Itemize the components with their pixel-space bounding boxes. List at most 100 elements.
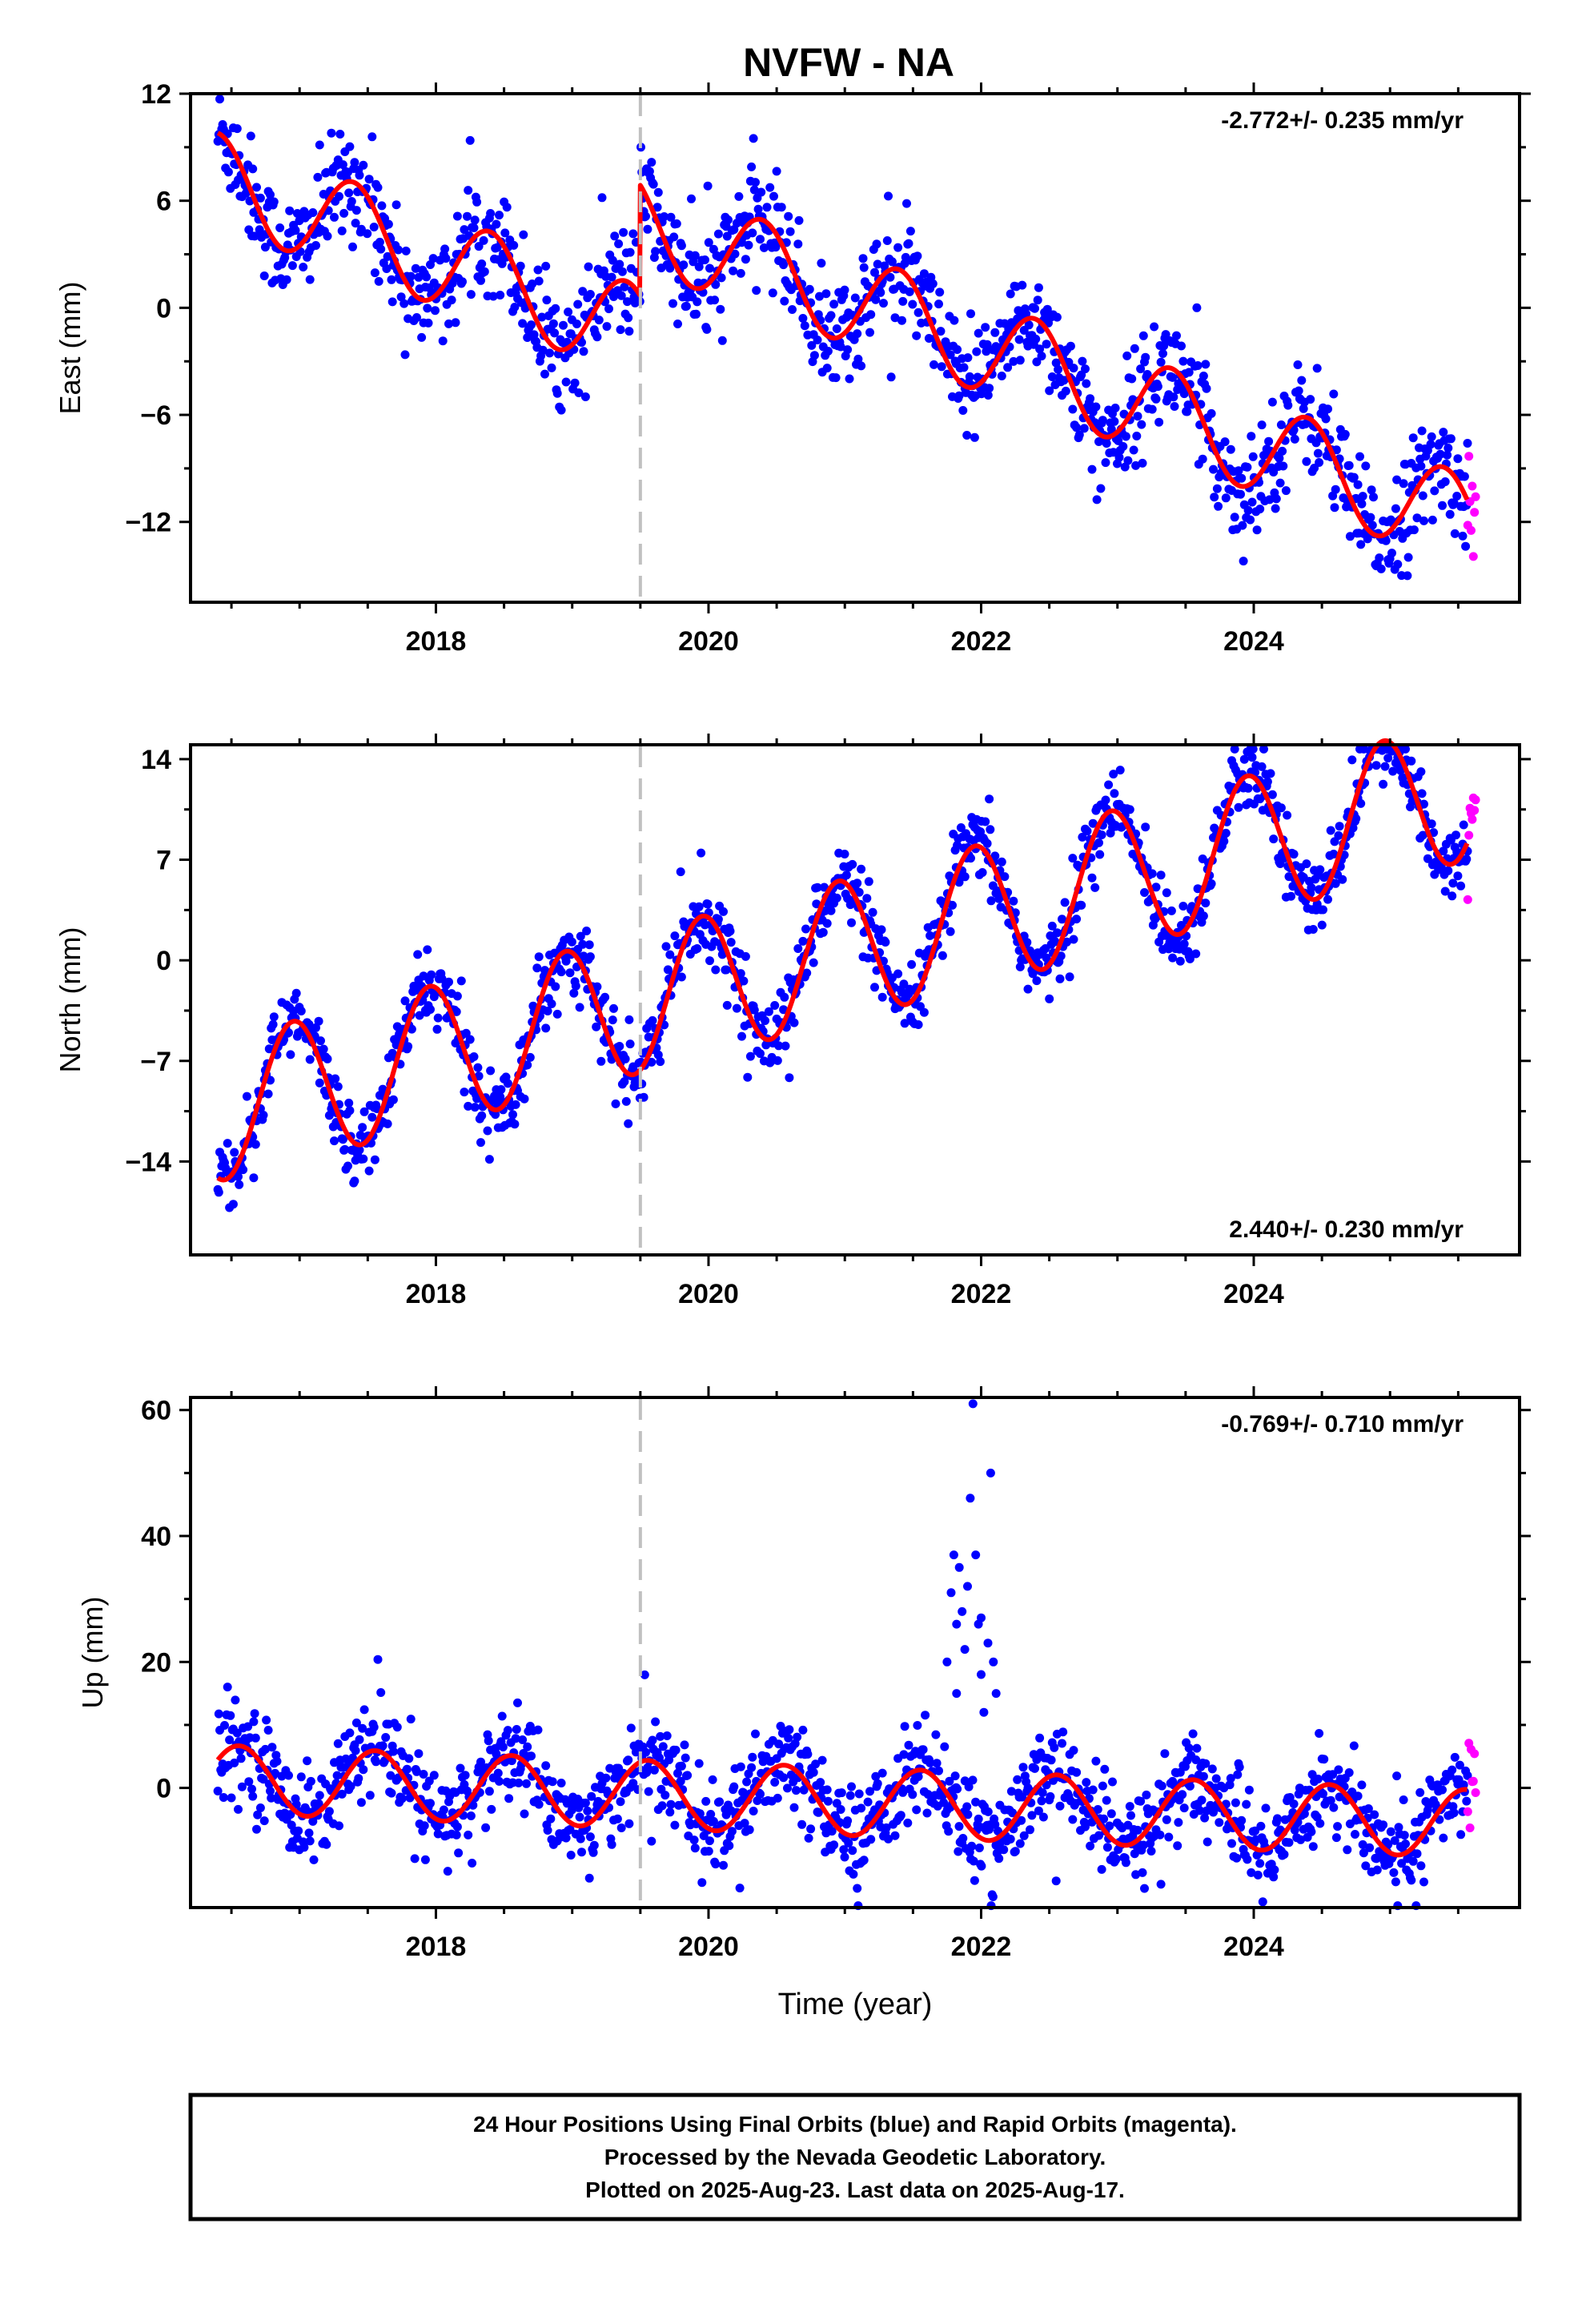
up-final-orbit-point bbox=[709, 1816, 718, 1826]
north-final-orbit-point bbox=[956, 823, 966, 832]
up-final-orbit-point bbox=[1243, 1855, 1252, 1864]
east-final-orbit-point bbox=[1064, 357, 1074, 367]
up-final-orbit-point bbox=[1407, 1876, 1416, 1885]
east-final-orbit-point bbox=[1340, 429, 1350, 439]
east-final-orbit-point bbox=[983, 391, 993, 400]
up-final-orbit-point bbox=[845, 1791, 855, 1800]
up-final-orbit-point bbox=[1391, 1877, 1400, 1887]
up-final-orbit-point bbox=[970, 1876, 979, 1885]
east-plot-frame bbox=[189, 92, 1521, 604]
east-final-orbit-point bbox=[1313, 448, 1323, 458]
north-final-orbit-point bbox=[323, 1054, 332, 1063]
north-final-orbit-point bbox=[1447, 891, 1457, 901]
north-final-orbit-point bbox=[355, 1145, 364, 1155]
east-final-orbit-point bbox=[1387, 549, 1396, 558]
east-final-orbit-point bbox=[248, 164, 258, 174]
east-final-orbit-point bbox=[1358, 492, 1367, 501]
north-final-orbit-point bbox=[1263, 777, 1272, 786]
east-final-orbit-point bbox=[1439, 428, 1448, 437]
east-final-orbit-point bbox=[523, 333, 532, 342]
up-final-orbit-point bbox=[1253, 1870, 1263, 1880]
up-final-orbit-point bbox=[793, 1732, 802, 1742]
up-final-orbit-point bbox=[1121, 1858, 1130, 1868]
north-final-orbit-point bbox=[311, 1023, 320, 1032]
footer-line-3: Plotted on 2025-Aug-23. Last data on 202… bbox=[585, 2177, 1125, 2202]
north-final-orbit-point bbox=[1047, 921, 1057, 931]
north-final-orbit-point bbox=[1266, 769, 1275, 778]
north-final-orbit-point bbox=[496, 1092, 505, 1102]
up-final-orbit-point bbox=[701, 1796, 711, 1806]
north-final-orbit-point bbox=[503, 1079, 512, 1088]
north-final-orbit-point bbox=[370, 1155, 379, 1164]
up-final-orbit-point bbox=[1100, 1764, 1110, 1774]
up-final-orbit-point bbox=[548, 1777, 557, 1787]
east-final-orbit-point bbox=[913, 308, 923, 317]
east-final-orbit-point bbox=[1169, 392, 1178, 402]
north-final-orbit-point bbox=[862, 894, 872, 903]
up-final-orbit-point bbox=[1343, 1845, 1352, 1855]
north-final-orbit-point bbox=[761, 1016, 770, 1025]
up-final-orbit-point bbox=[250, 1709, 259, 1719]
x-axis-label: Time (year) bbox=[778, 1988, 933, 2021]
east-final-orbit-point bbox=[615, 259, 624, 269]
up-final-orbit-point bbox=[1284, 1838, 1294, 1848]
up-final-orbit-point bbox=[683, 1771, 693, 1780]
north-final-orbit-point bbox=[981, 817, 990, 826]
north-final-orbit-point bbox=[214, 1188, 223, 1197]
east-final-orbit-point bbox=[282, 275, 291, 284]
up-final-orbit-point bbox=[355, 1735, 364, 1744]
east-final-orbit-point bbox=[744, 240, 753, 250]
north-final-orbit-point bbox=[1335, 822, 1344, 831]
east-final-orbit-point bbox=[1132, 432, 1142, 440]
north-final-orbit-point bbox=[749, 1005, 759, 1015]
east-final-orbit-point bbox=[809, 351, 819, 360]
east-final-orbit-point bbox=[335, 191, 343, 201]
up-final-orbit-point bbox=[715, 1797, 725, 1807]
east-final-orbit-point bbox=[417, 332, 427, 342]
up-final-orbit-point bbox=[840, 1852, 849, 1862]
east-final-orbit-point bbox=[548, 319, 558, 328]
east-final-orbit-point bbox=[377, 201, 387, 211]
east-final-orbit-point bbox=[1443, 444, 1453, 452]
up-final-orbit-point bbox=[963, 1582, 972, 1591]
up-x-tick-label: 2018 bbox=[406, 1932, 467, 1962]
east-final-orbit-point bbox=[608, 255, 617, 265]
east-final-orbit-point bbox=[330, 212, 339, 222]
east-final-orbit-point bbox=[547, 363, 556, 372]
east-final-orbit-point bbox=[717, 273, 726, 283]
north-final-orbit-point bbox=[677, 972, 686, 982]
north-final-orbit-point bbox=[452, 1007, 461, 1016]
east-final-orbit-point bbox=[556, 405, 566, 415]
north-final-orbit-point bbox=[893, 969, 903, 979]
north-final-orbit-point bbox=[496, 1085, 506, 1094]
north-final-orbit-point bbox=[1193, 884, 1203, 894]
east-final-orbit-point bbox=[644, 167, 654, 176]
north-x-tick-label: 2022 bbox=[951, 1279, 1012, 1309]
up-final-orbit-point bbox=[784, 1733, 793, 1743]
east-final-orbit-point bbox=[628, 229, 638, 239]
up-final-orbit-point bbox=[351, 1746, 360, 1755]
north-final-orbit-point bbox=[1207, 879, 1216, 888]
east-final-orbit-point bbox=[1408, 433, 1418, 443]
up-final-orbit-point bbox=[497, 1711, 507, 1721]
east-final-orbit-point bbox=[769, 191, 778, 201]
north-final-orbit-point bbox=[404, 1042, 413, 1051]
east-final-orbit-point bbox=[1122, 351, 1132, 360]
north-final-orbit-point bbox=[1221, 828, 1231, 838]
up-final-orbit-point bbox=[1333, 1822, 1343, 1831]
east-final-orbit-point bbox=[1427, 515, 1437, 525]
north-y-tick-label: 0 bbox=[156, 946, 171, 976]
east-final-orbit-point bbox=[1279, 461, 1288, 471]
north-final-orbit-point bbox=[305, 1055, 315, 1064]
up-final-orbit-point bbox=[1319, 1755, 1329, 1764]
east-final-orbit-point bbox=[578, 287, 588, 296]
east-final-orbit-point bbox=[1450, 529, 1460, 538]
up-final-orbit-point bbox=[670, 1820, 680, 1830]
east-final-orbit-point bbox=[607, 272, 616, 282]
north-final-orbit-point bbox=[1062, 937, 1071, 947]
east-final-orbit-point bbox=[1024, 320, 1034, 330]
up-final-orbit-point bbox=[797, 1819, 807, 1829]
up-final-orbit-point bbox=[988, 1892, 998, 1901]
up-final-orbit-point bbox=[512, 1725, 521, 1734]
north-final-orbit-point bbox=[452, 991, 462, 1001]
